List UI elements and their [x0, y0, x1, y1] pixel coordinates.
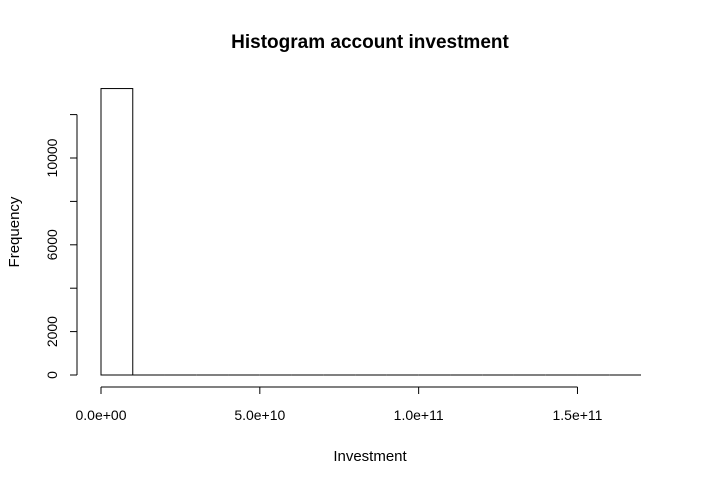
x-axis: 0.0e+00 5.0e+10 1.0e+11 1.5e+11: [76, 387, 603, 423]
x-tick-label: 0.0e+00: [76, 407, 127, 423]
x-axis-label: Investment: [333, 448, 407, 465]
y-tick-label: 2000: [44, 316, 60, 347]
y-axis: 0 2000 6000 10000: [44, 115, 77, 379]
x-tick-label: 1.0e+11: [394, 407, 444, 423]
histogram-bar: [101, 89, 133, 375]
x-tick-label: 1.5e+11: [552, 407, 602, 423]
y-tick-label: 0: [44, 371, 60, 379]
y-tick-label: 6000: [44, 229, 60, 260]
y-axis-label: Frequency: [6, 196, 23, 267]
chart-title: Histogram account investment: [231, 32, 509, 53]
y-tick-label: 10000: [44, 138, 60, 177]
bars-group: [101, 89, 641, 375]
x-tick-label: 5.0e+10: [234, 407, 285, 423]
